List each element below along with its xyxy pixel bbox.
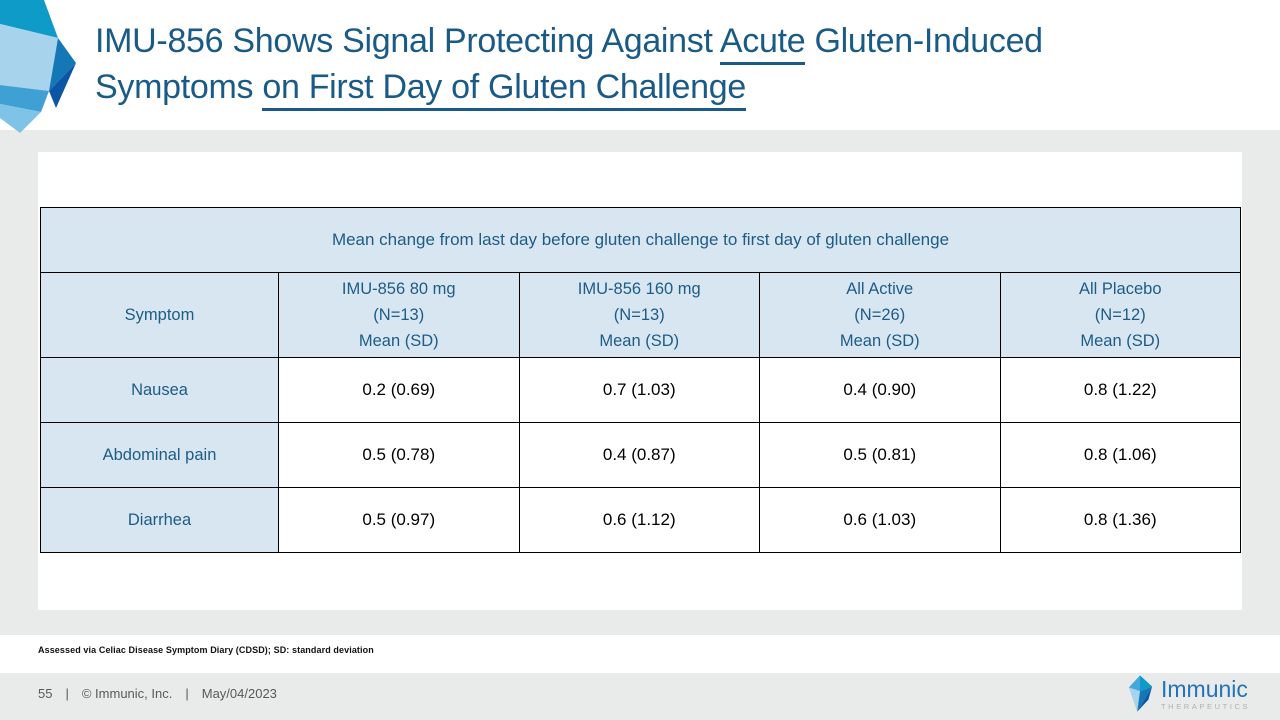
value-cell: 0.2 (0.69) <box>278 357 520 423</box>
value-cell: 0.7 (1.03) <box>518 357 760 423</box>
title-line-1: IMU-856 Shows Signal Protecting Against … <box>95 18 1235 65</box>
value-cell: 0.4 (0.87) <box>518 422 760 488</box>
immunic-logo-name: Immunic <box>1161 676 1248 702</box>
value-cell: 0.6 (1.12) <box>518 487 760 553</box>
footer-separator: | <box>65 686 69 701</box>
title-text-segment: Gluten-Induced <box>805 22 1044 60</box>
value-cell: 0.4 (0.90) <box>759 357 1001 423</box>
column-header-symptom: Symptom <box>40 272 279 358</box>
immunic-crystal-icon <box>1128 675 1153 712</box>
value-cell: 0.6 (1.03) <box>759 487 1001 553</box>
immunic-crystal-logo <box>0 0 76 133</box>
title-line-2: Symptoms on First Day of Gluten Challeng… <box>95 64 1235 111</box>
page-number: 55 <box>38 686 53 701</box>
value-cell: 0.8 (1.22) <box>999 357 1241 423</box>
copyright-text: © Immunic, Inc. <box>81 686 173 701</box>
value-cell: 0.5 (0.97) <box>278 487 520 553</box>
column-header-imu856-80mg: IMU-856 80 mg (N=13) Mean (SD) <box>278 272 520 358</box>
table-row-diarrhea: Diarrhea 0.5 (0.97) 0.6 (1.12) 0.6 (1.03… <box>40 487 1241 553</box>
value-cell: 0.5 (0.81) <box>759 422 1001 488</box>
symptom-cell: Nausea <box>40 357 279 423</box>
column-header-imu856-160mg: IMU-856 160 mg (N=13) Mean (SD) <box>518 272 760 358</box>
table-row-nausea: Nausea 0.2 (0.69) 0.7 (1.03) 0.4 (0.90) … <box>40 357 1241 423</box>
footer-date: May/04/2023 <box>201 686 277 701</box>
column-header-all-placebo: All Placebo (N=12) Mean (SD) <box>999 272 1241 358</box>
slide-footer: 55 | © Immunic, Inc. | May/04/2023 <box>38 686 277 701</box>
title-text-segment: Symptoms <box>95 68 263 106</box>
slide-title: IMU-856 Shows Signal Protecting Against … <box>95 18 1235 111</box>
title-underlined-acute: Acute <box>719 22 806 65</box>
table-row-abdominal-pain: Abdominal pain 0.5 (0.78) 0.4 (0.87) 0.5… <box>40 422 1241 488</box>
column-header-all-active: All Active (N=26) Mean (SD) <box>759 272 1001 358</box>
symptom-cell: Abdominal pain <box>40 422 279 488</box>
immunic-logo: Immunic THERAPEUTICS <box>1126 674 1250 714</box>
table-merged-header-row: Mean change from last day before gluten … <box>40 207 1241 273</box>
table-column-header-row: Symptom IMU-856 80 mg (N=13) Mean (SD) I… <box>40 272 1241 358</box>
immunic-logo-subtitle: THERAPEUTICS <box>1161 702 1251 711</box>
immunic-logo-text: Immunic THERAPEUTICS <box>1161 677 1250 711</box>
symptom-cell: Diarrhea <box>40 487 279 553</box>
value-cell: 0.5 (0.78) <box>278 422 520 488</box>
value-cell: 0.8 (1.36) <box>999 487 1241 553</box>
table-merged-header: Mean change from last day before gluten … <box>40 207 1241 273</box>
footer-background-band <box>0 673 1280 720</box>
footnote: Assessed via Celiac Disease Symptom Diar… <box>38 645 374 655</box>
symptom-table: Mean change from last day before gluten … <box>40 207 1241 553</box>
title-text-segment: IMU-856 Shows Signal Protecting Against <box>95 22 720 60</box>
value-cell: 0.8 (1.06) <box>999 422 1241 488</box>
footer-separator: | <box>185 686 189 701</box>
title-underlined-first-day: on First Day of Gluten Challenge <box>262 68 746 111</box>
